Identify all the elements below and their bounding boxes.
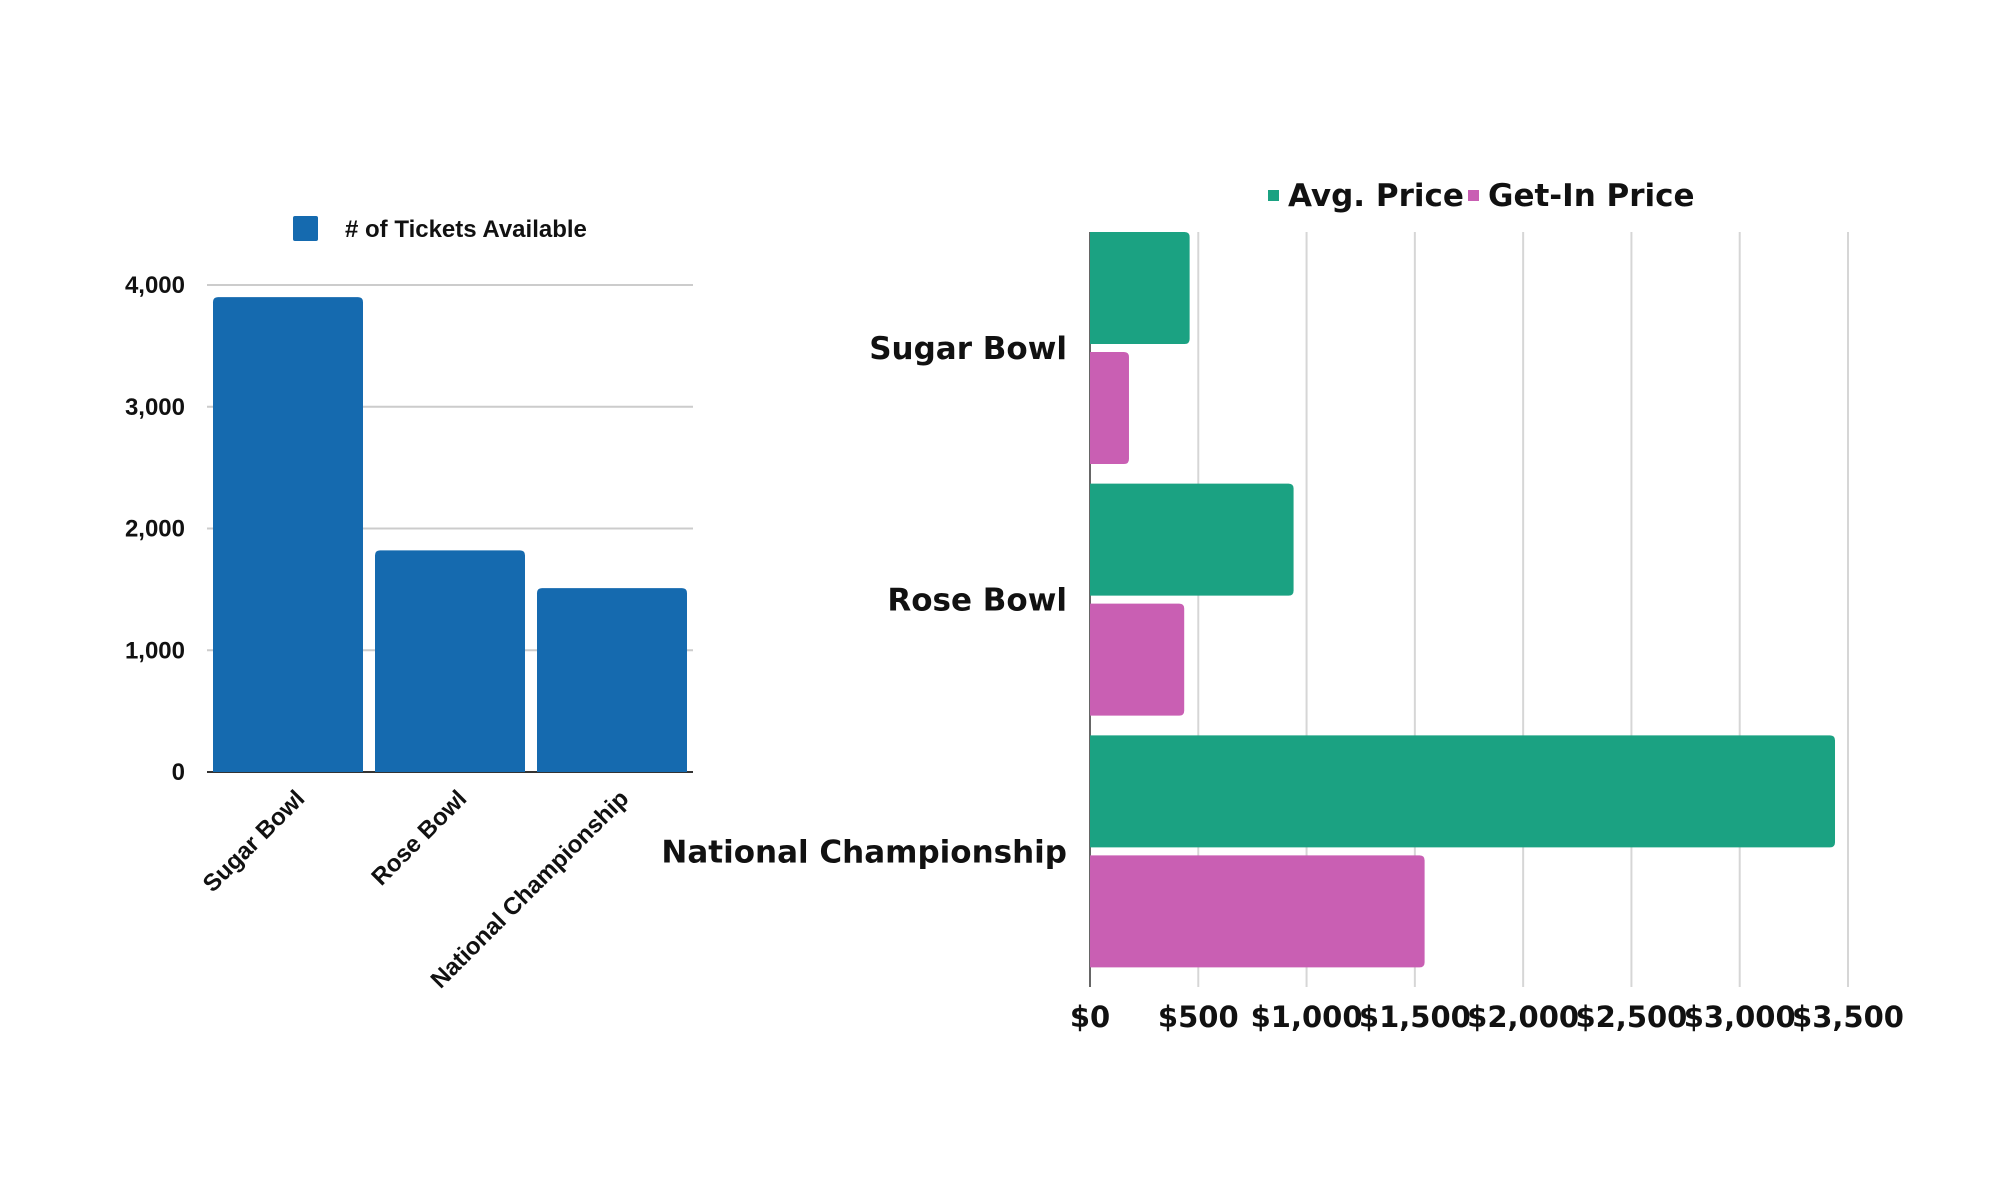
- prices-bars: [1090, 232, 1836, 968]
- legend-swatch-avg-price: [1268, 190, 1279, 201]
- y-tick-label: 0: [172, 759, 185, 786]
- bar-rose-bowl-avg-price: [1090, 483, 1294, 596]
- prices-x-axis: $0 $500 $1,000$1,500$2,000$2,500$3,000$3,5…: [1070, 1000, 1904, 1034]
- x-tick-label: $1,000: [1251, 1000, 1363, 1034]
- legend-swatch-get-in-price: [1468, 190, 1479, 201]
- bar-sugar-bowl: [213, 297, 363, 772]
- x-tick-label: $0: [1070, 1000, 1110, 1034]
- y-tick-label: 4,000: [125, 272, 185, 299]
- x-tick-label: $2,000: [1467, 1000, 1579, 1034]
- x-tick-label: $2,500: [1575, 1000, 1687, 1034]
- legend-label-tickets: # of Tickets Available: [345, 216, 587, 243]
- y-tick-label: 2,000: [125, 516, 185, 543]
- y-tick-label: 3,000: [125, 394, 185, 421]
- prices-y-axis: Sugar Bowl Rose Bowl National Championship: [661, 331, 1067, 870]
- legend-label-avg-price: Avg. Price: [1288, 178, 1464, 214]
- bar-rose-bowl: [375, 550, 525, 772]
- tickets-y-axis: 0 1,000 2,000 3,000 4,000: [125, 272, 185, 786]
- y-tick-label-sugar-bowl: Sugar Bowl: [869, 331, 1067, 367]
- tickets-bar-chart: # of Tickets Available 0 1,000 2,000 3,000 4…: [125, 216, 693, 994]
- y-tick-label-rose-bowl: Rose Bowl: [887, 583, 1067, 619]
- x-tick-label-sugar-bowl: Sugar Bowl: [198, 785, 310, 897]
- tickets-bars: [213, 297, 687, 772]
- x-tick-label: $1,500: [1359, 1000, 1471, 1034]
- x-tick-label: $500: [1158, 1000, 1239, 1034]
- x-tick-label: $3,500: [1792, 1000, 1904, 1034]
- legend-label-get-in-price: Get-In Price: [1488, 178, 1695, 214]
- legend-swatch-tickets: [293, 216, 318, 241]
- bar-national-championship-avg-price: [1090, 735, 1836, 848]
- prices-legend: Avg. Price Get-In Price: [1268, 178, 1695, 214]
- bar-national-championship-get-in-price: [1090, 855, 1425, 968]
- x-tick-label: $3,000: [1684, 1000, 1796, 1034]
- y-tick-label-national-championship: National Championship: [661, 834, 1067, 870]
- prices-bar-chart: Avg. Price Get-In Price $0 $500 $1,000$1,50…: [661, 178, 1904, 1034]
- x-tick-label-rose-bowl: Rose Bowl: [366, 785, 472, 891]
- tickets-legend: # of Tickets Available: [293, 216, 587, 243]
- bar-sugar-bowl-avg-price: [1090, 232, 1190, 344]
- bar-rose-bowl-get-in-price: [1090, 603, 1185, 716]
- bar-sugar-bowl-get-in-price: [1090, 352, 1129, 464]
- y-tick-label: 1,000: [125, 637, 185, 664]
- bar-national-championship: [537, 588, 687, 772]
